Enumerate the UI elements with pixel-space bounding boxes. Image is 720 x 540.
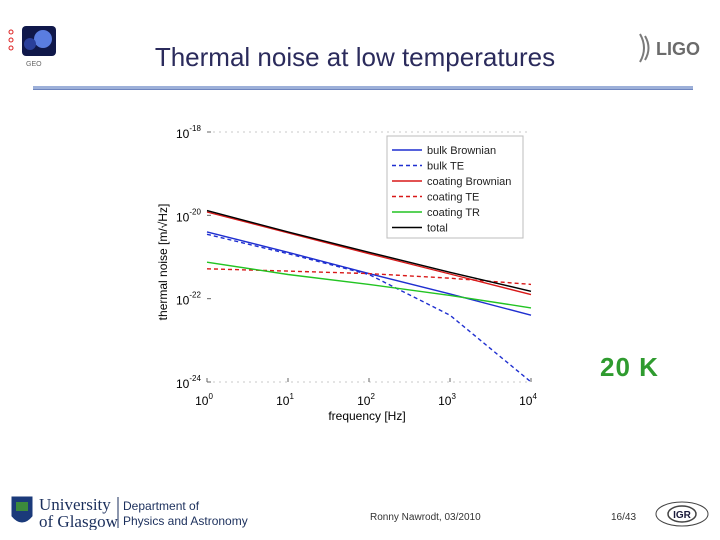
series-line-coating-brownian bbox=[206, 211, 532, 296]
igr-logo: IGR bbox=[655, 501, 709, 527]
geo-logo: GEO bbox=[8, 26, 56, 68]
geo-logo-text: GEO bbox=[26, 61, 42, 68]
series-line-coating-te bbox=[206, 268, 532, 286]
legend-label-bulk-brownian: bulk Brownian bbox=[427, 145, 496, 157]
x-tick-label: 101 bbox=[276, 392, 294, 408]
slide-title: Thermal noise at low temperatures bbox=[154, 42, 556, 72]
x-tick-label: 100 bbox=[195, 392, 213, 408]
legend-label-coating-te: coating TE bbox=[427, 192, 479, 204]
igr-logo-text: IGR bbox=[673, 510, 692, 521]
y-tick-label: 10-22 bbox=[176, 291, 201, 308]
x-tick-label: 103 bbox=[438, 392, 456, 408]
page-number: 16/43 bbox=[611, 512, 637, 523]
author-date: Ronny Nawrodt, 03/2010 bbox=[370, 512, 481, 523]
university-name-line2: of Glasgow bbox=[39, 512, 119, 530]
series-line-coating-tr bbox=[206, 261, 532, 309]
y-tick-label: 10-18 bbox=[176, 124, 201, 141]
title-underline bbox=[33, 86, 693, 90]
department-line2: Physics and Astronomy bbox=[123, 514, 248, 528]
legend-label-bulk-te: bulk TE bbox=[427, 161, 464, 173]
temperature-label: 20 K bbox=[600, 352, 659, 382]
legend-label-coating-brownian: coating Brownian bbox=[427, 176, 511, 188]
series-line-bulk-te bbox=[206, 233, 532, 383]
legend-label-coating-tr: coating TR bbox=[427, 207, 480, 219]
x-tick-label: 104 bbox=[519, 392, 537, 408]
x-tick-label: 102 bbox=[357, 392, 375, 408]
series-line-total bbox=[206, 209, 532, 292]
x-axis-label: frequency [Hz] bbox=[328, 409, 405, 423]
department-line1: Department of bbox=[123, 499, 200, 513]
university-logo: University of Glasgow Department of Phys… bbox=[11, 495, 248, 530]
chart-legend: bulk Brownian bulk TE coating Brownian coat… bbox=[386, 135, 524, 239]
y-tick-label: 10-24 bbox=[176, 374, 201, 391]
y-axis-label: thermal noise [m/√Hz] bbox=[156, 204, 170, 321]
y-tick-label: 10-20 bbox=[176, 207, 201, 224]
ligo-logo: LIGO bbox=[639, 33, 700, 63]
legend-label-total: total bbox=[427, 223, 448, 235]
ligo-logo-text: LIGO bbox=[656, 39, 700, 59]
university-name-line1: University bbox=[39, 495, 111, 514]
